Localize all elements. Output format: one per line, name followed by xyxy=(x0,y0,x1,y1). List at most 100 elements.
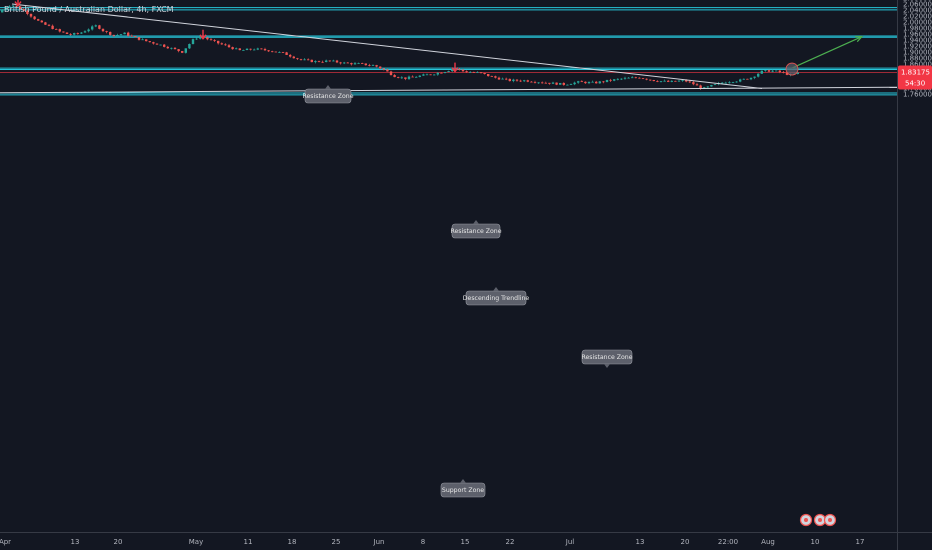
annotation-label[interactable]: Support Zone xyxy=(440,479,486,498)
candle-body xyxy=(609,79,612,81)
candle-body xyxy=(771,70,774,72)
candle-body xyxy=(33,16,36,20)
candle-body xyxy=(325,60,328,62)
candle-body xyxy=(256,48,259,50)
candle-body xyxy=(465,71,468,73)
candle-body xyxy=(368,65,371,66)
candle-body xyxy=(137,37,141,40)
event-marker-icon[interactable] xyxy=(799,513,813,527)
candle-body xyxy=(101,28,105,32)
event-marker-icon[interactable] xyxy=(823,513,837,527)
annotation-label-text: Descending Trendline xyxy=(463,295,530,302)
candle-body xyxy=(375,65,378,67)
annotation-label[interactable]: Resistance Zone xyxy=(450,220,502,239)
candle-body xyxy=(123,32,126,35)
candle-body xyxy=(487,74,490,77)
projection-arrow-line[interactable] xyxy=(791,36,863,69)
candle-body xyxy=(782,72,785,73)
candle-body xyxy=(505,78,508,80)
candle-body xyxy=(501,78,504,80)
candle-body xyxy=(458,69,461,70)
candle-body xyxy=(595,81,598,84)
candle-body xyxy=(573,82,576,85)
candle-body xyxy=(119,34,123,35)
candle-body xyxy=(213,39,216,41)
down-arrow-icon xyxy=(14,0,22,7)
trendline-0[interactable] xyxy=(11,3,763,89)
candle-body xyxy=(22,9,25,11)
candle-body xyxy=(166,46,169,49)
candle-body xyxy=(515,79,519,81)
price-tick-label: 2.02000 xyxy=(903,13,932,21)
candle-body xyxy=(436,72,439,75)
candle-body xyxy=(76,33,79,34)
annotation-label[interactable]: Resistance Zone xyxy=(581,349,633,368)
candle-body xyxy=(307,59,310,61)
time-tick-label: 13 xyxy=(636,538,645,546)
trendline-1[interactable] xyxy=(0,86,898,94)
candle-body xyxy=(670,80,673,82)
candle-body xyxy=(145,39,148,42)
candle-body xyxy=(728,82,731,84)
candle-body xyxy=(659,81,663,82)
candle-body xyxy=(566,84,569,86)
candle-body xyxy=(1,9,4,13)
candle-body xyxy=(447,71,450,73)
candle-body xyxy=(775,70,778,72)
candle-body xyxy=(400,77,403,79)
candle-body xyxy=(623,77,627,79)
down-arrow-icon xyxy=(451,62,459,73)
candle-body xyxy=(778,70,781,73)
candle-body xyxy=(645,78,648,80)
annotation-label[interactable]: Resistance Zone xyxy=(302,85,354,104)
candle-body xyxy=(299,59,303,60)
candle-body xyxy=(397,77,400,78)
candle-body xyxy=(271,51,274,53)
candle-body xyxy=(127,32,130,36)
candle-body xyxy=(555,82,558,85)
candle-body xyxy=(584,81,587,84)
price-tick-label: 1.92000 xyxy=(903,43,932,51)
price-axis[interactable]: 2.080002.060002.040002.020002.000001.980… xyxy=(897,0,932,550)
candle-body xyxy=(663,80,666,82)
candle-body xyxy=(346,62,349,64)
candle-body xyxy=(631,77,634,79)
candle-body xyxy=(494,76,497,78)
breakout-circle-marker[interactable] xyxy=(785,62,799,76)
event-marker-icon[interactable] xyxy=(813,513,827,527)
candle-body xyxy=(314,61,317,63)
candle-body xyxy=(148,41,151,43)
annotation-label[interactable]: Descending Trendline xyxy=(463,287,530,306)
candle-body xyxy=(753,76,756,78)
candle-body xyxy=(541,82,544,84)
candle-body xyxy=(411,76,414,78)
price-tick-label: 2.06000 xyxy=(903,1,932,9)
candle-body xyxy=(317,61,321,62)
candle-body xyxy=(274,51,277,53)
candle-body xyxy=(173,47,177,50)
candle-body xyxy=(580,81,583,83)
candle-body xyxy=(303,59,306,61)
candle-body xyxy=(739,79,742,82)
time-tick-label: 10 xyxy=(811,538,820,546)
zones-layer xyxy=(0,7,897,96)
candle-body xyxy=(497,77,501,80)
candle-body xyxy=(731,82,735,83)
current-price-badge xyxy=(898,65,932,90)
candle-body xyxy=(69,33,72,35)
candle-body xyxy=(674,80,677,82)
candle-body xyxy=(159,44,162,46)
time-tick-label: 25 xyxy=(332,538,341,546)
candle-body xyxy=(483,73,486,75)
candle-body xyxy=(109,31,112,35)
price-tick-label: 2.04000 xyxy=(903,7,932,15)
candle-countdown: 54:30 xyxy=(905,79,925,87)
candle-body xyxy=(170,47,173,49)
candle-body xyxy=(335,60,339,63)
candle-body xyxy=(350,63,353,65)
candle-body xyxy=(548,82,551,84)
time-axis[interactable]: Apr 13 20 May 11 18 25 Jun 8 15 22 Jul 13 20 22:00 Aug 1… xyxy=(0,532,932,547)
candle-body xyxy=(51,25,54,30)
